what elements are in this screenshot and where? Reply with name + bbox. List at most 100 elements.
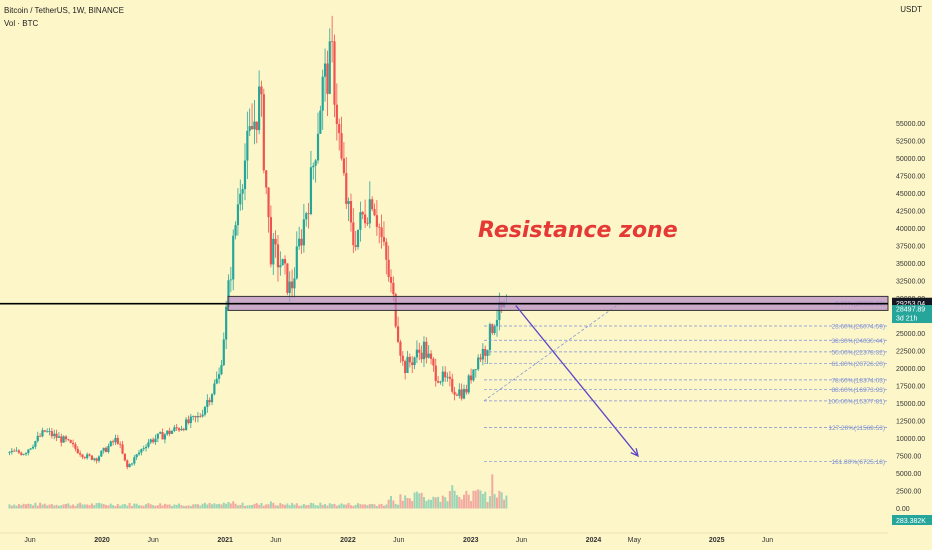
candle-body [112, 441, 114, 442]
candle-body [32, 447, 34, 449]
candle-body [338, 124, 340, 133]
candle-body [242, 189, 244, 194]
candle-body [263, 94, 265, 170]
candle-body [234, 225, 236, 236]
candle-body [244, 160, 246, 189]
candle-body [171, 431, 173, 434]
candle-body [37, 436, 39, 441]
candle-body [197, 416, 199, 417]
volume-bar [333, 504, 335, 509]
volume-bar [124, 504, 126, 509]
candle-body [88, 454, 90, 455]
volume-bar [437, 497, 439, 509]
candle-body [317, 134, 319, 161]
candle-body [216, 379, 218, 384]
volume-bar [242, 503, 244, 509]
y-tick-label: 7500.00 [896, 454, 921, 461]
candle-body [310, 167, 312, 214]
candle-body [30, 448, 32, 449]
candle-body [150, 439, 152, 442]
volume-bar [117, 504, 119, 509]
x-tick-label: Jun [270, 537, 281, 544]
candle-body [442, 372, 444, 382]
candle-body [173, 427, 175, 431]
volume-bar [449, 491, 451, 508]
volume-bar [381, 504, 383, 509]
candle-body [343, 158, 345, 173]
candle-body [74, 444, 76, 449]
candle-body [41, 430, 43, 436]
candle-body [105, 448, 107, 452]
volume-bar [65, 504, 67, 509]
volume-bar [301, 506, 303, 509]
candle-body [439, 382, 441, 383]
candle-body [289, 282, 291, 293]
candle-body [421, 353, 423, 359]
candle-body [369, 199, 371, 223]
volume-bar [70, 506, 72, 509]
volume-bar [206, 504, 208, 508]
volume-bar [503, 500, 505, 509]
candle-body [378, 227, 380, 228]
volume-bar [185, 506, 187, 509]
volume-bar [416, 492, 418, 509]
candle-body [166, 431, 168, 435]
volume-bar [376, 506, 378, 508]
candle-body [133, 457, 135, 463]
candle-body [472, 369, 474, 380]
candle-body [479, 358, 481, 360]
candle-body [305, 213, 307, 219]
y-tick-label: 55000.00 [896, 121, 925, 128]
volume-bar [275, 505, 277, 508]
candle-body [399, 342, 401, 356]
y-tick-label: 12500.00 [896, 419, 925, 426]
volume-bar [253, 504, 255, 509]
volume-bar [131, 506, 133, 509]
volume-bar [176, 505, 178, 509]
volume-scale-label: 283.382K [896, 518, 926, 525]
candle-body [277, 244, 279, 267]
volume-bar [293, 505, 295, 509]
volume-bar [284, 505, 286, 509]
candle-body [34, 441, 36, 447]
candle-body [114, 438, 116, 442]
fib-level-label: 78.60%(18374.03) [832, 377, 886, 384]
candle-body [364, 214, 366, 223]
volume-bar [199, 506, 201, 509]
candle-body [418, 350, 420, 353]
volume-bar [180, 505, 182, 508]
candle-body [352, 222, 354, 245]
candle-body [107, 446, 109, 452]
volume-bar [390, 496, 392, 508]
candle-body [185, 419, 187, 430]
candle-body [416, 350, 418, 358]
x-tick-label: May [628, 537, 642, 544]
volume-bar [348, 503, 350, 509]
candle-body [110, 441, 112, 446]
volume-bar [272, 503, 274, 509]
candle-body [406, 357, 408, 373]
candle-body [315, 160, 317, 165]
candle-body [282, 259, 284, 265]
candle-body [260, 87, 262, 95]
volume-bar [37, 506, 39, 509]
candle-body [303, 219, 305, 245]
volume-bar [159, 503, 161, 508]
y-tick-label: 25000.00 [896, 331, 925, 338]
candle-body [65, 436, 67, 439]
candle-body [366, 223, 368, 224]
volume-bar [444, 497, 446, 508]
candle-body [100, 451, 102, 457]
candle-body [91, 456, 93, 460]
candle-body [446, 377, 448, 378]
candle-body [482, 349, 484, 359]
volume-bar [315, 505, 317, 508]
volume-bar [27, 504, 29, 509]
volume-bar [399, 494, 401, 508]
volume-bar [319, 503, 321, 509]
volume-bar [345, 505, 347, 509]
volume-bar [421, 493, 423, 509]
volume-bar [435, 497, 437, 508]
x-tick-label: 2022 [340, 537, 356, 544]
